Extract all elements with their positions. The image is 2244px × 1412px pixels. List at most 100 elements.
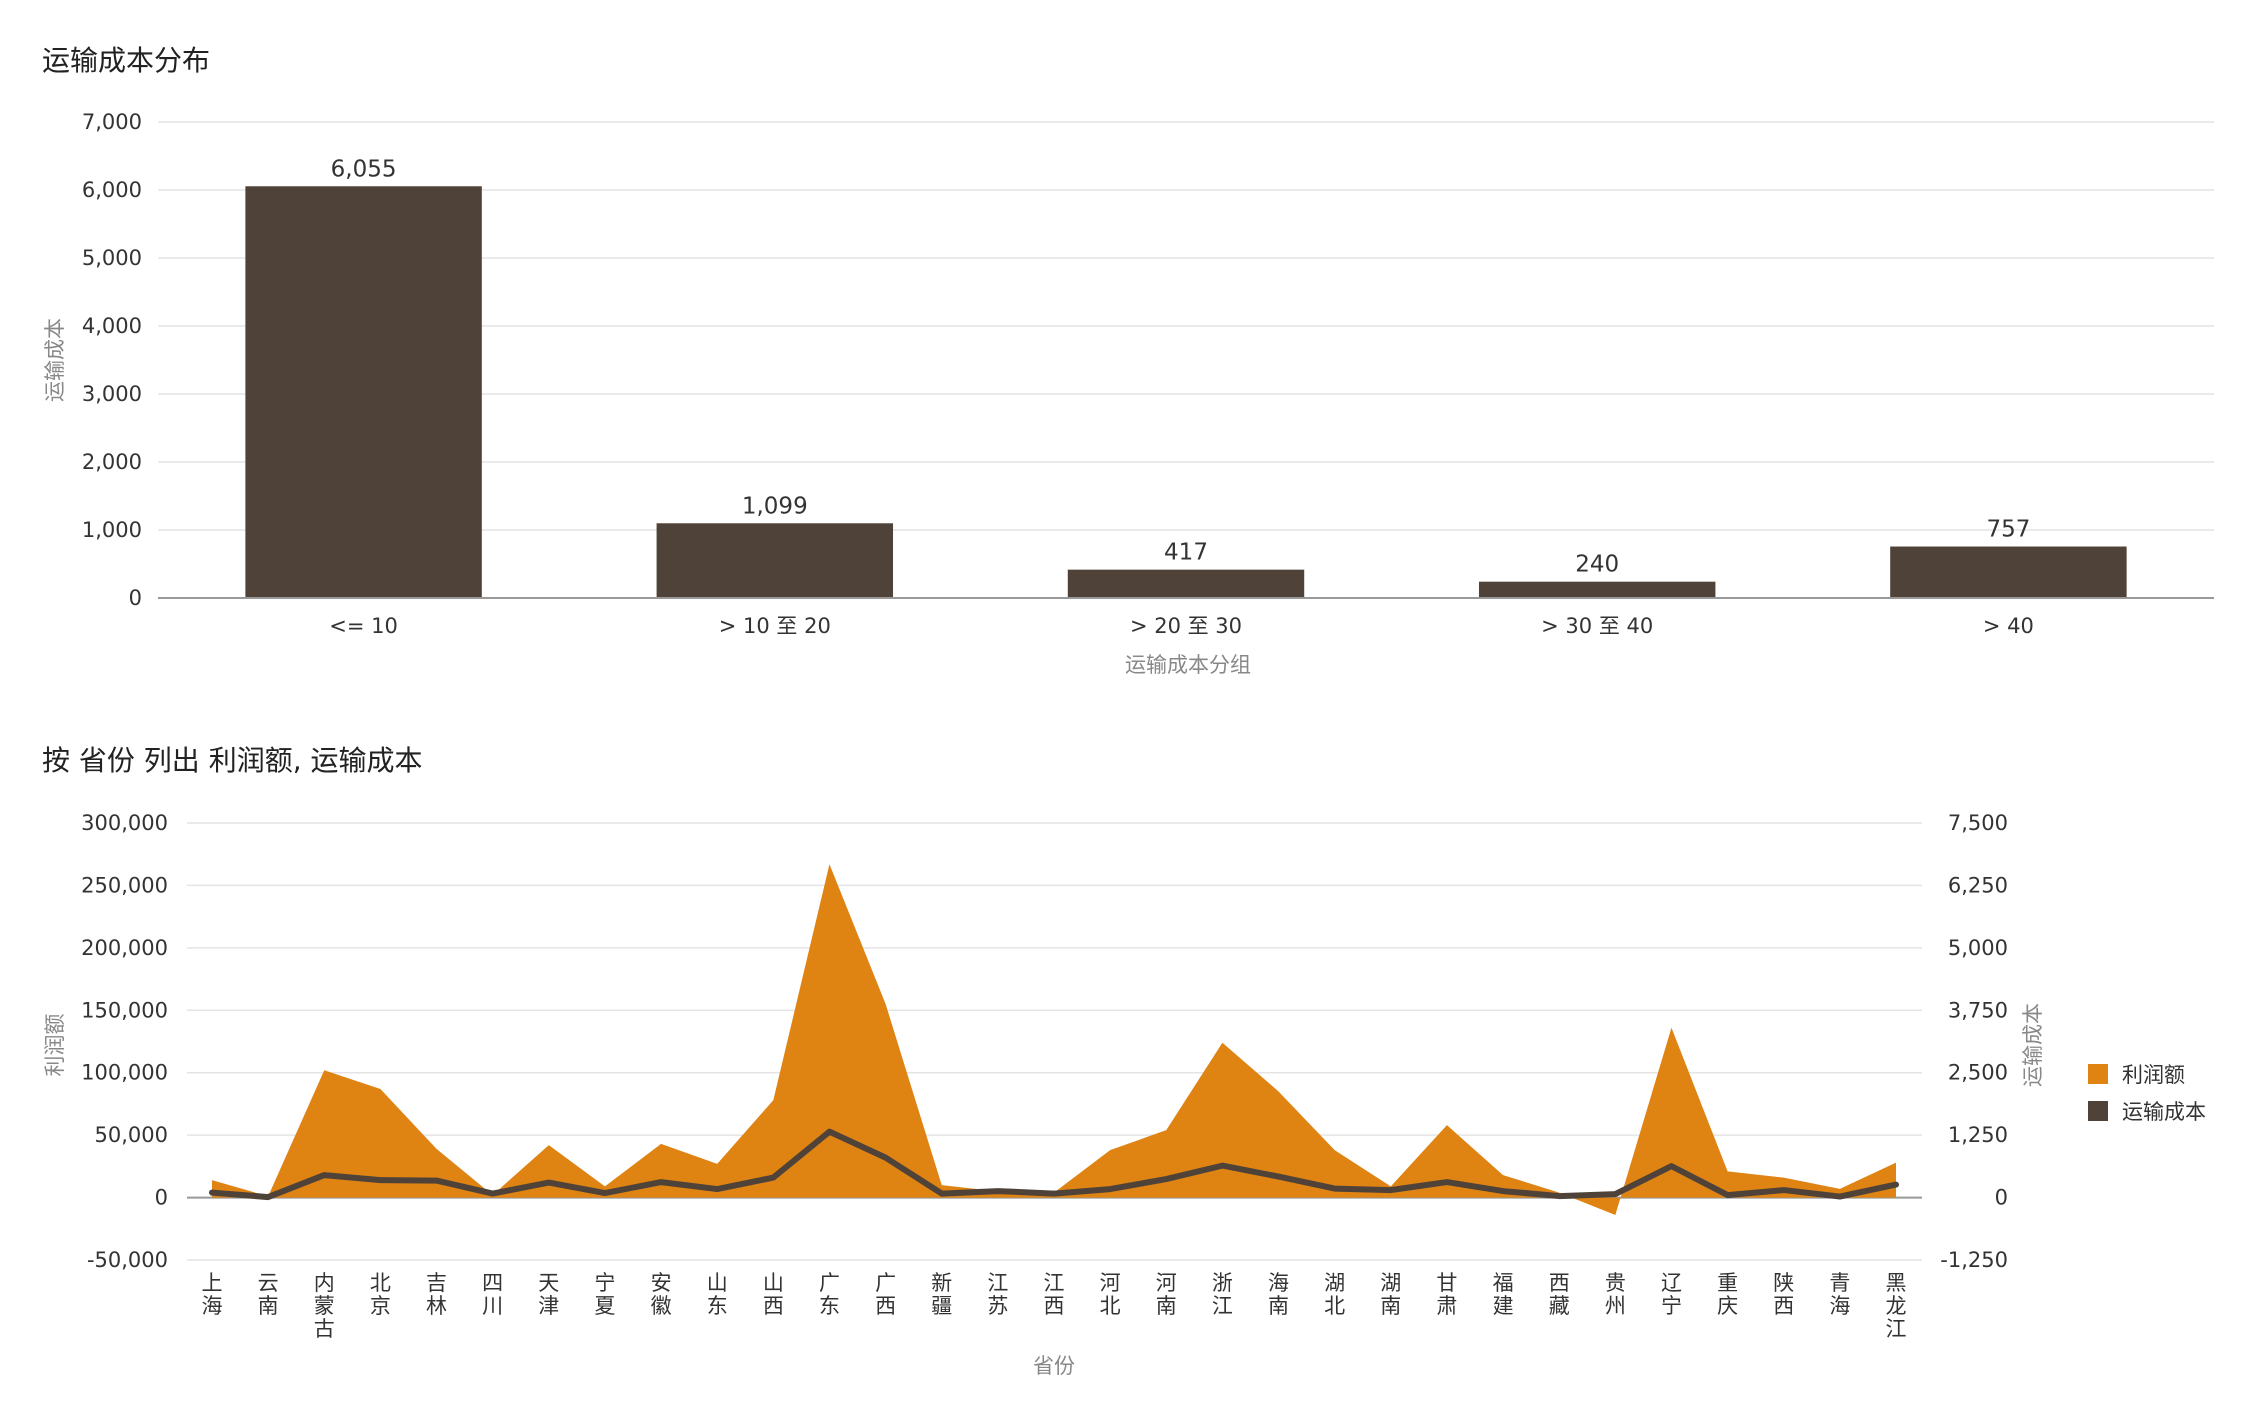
chart2-x-tick-char: 西: [763, 1294, 784, 1318]
chart1-x-axis-title: 运输成本分组: [1125, 653, 1251, 677]
chart2-x-tick-char: 陕: [1773, 1271, 1794, 1295]
chart2-x-tick-char: 古: [314, 1317, 335, 1341]
chart2-x-tick-label: 江苏: [987, 1271, 1008, 1318]
chart2-x-tick-char: 庆: [1717, 1294, 1738, 1318]
chart2-x-tick-char: 海: [1829, 1294, 1850, 1318]
chart2-x-tick-label: 四川: [482, 1271, 503, 1318]
chart2-x-tick-char: 北: [1100, 1294, 1121, 1318]
chart2-x-tick-label: 西藏: [1549, 1271, 1570, 1318]
chart2-x-tick-label: 山西: [763, 1271, 784, 1318]
chart2-x-tick-char: 北: [370, 1271, 391, 1295]
chart1-x-tick-label: > 40: [1983, 614, 2034, 638]
chart1-y-tick-label: 4,000: [82, 314, 142, 338]
chart1-data-label: 6,055: [331, 156, 397, 182]
chart2-legend: 利润额 运输成本: [2088, 1063, 2206, 1124]
chart2-x-tick-char: 湖: [1324, 1271, 1345, 1295]
chart2-x-tick-label: 山东: [707, 1271, 728, 1318]
chart2-x-axis-title: 省份: [1033, 1354, 1075, 1378]
chart2-y2-tick-label: -1,250: [1940, 1248, 2008, 1272]
chart2-gridlines: [187, 822, 1922, 1261]
chart2-x-tick-char: 云: [258, 1271, 279, 1295]
chart2-y2-axis-title: 运输成本: [2021, 1003, 2045, 1087]
chart2-x-tick-char: 夏: [594, 1294, 615, 1318]
chart2-y-tick-label: -50,000: [87, 1248, 168, 1272]
chart2-x-tick-char: 辽: [1661, 1271, 1682, 1295]
legend-swatch-shipping: [2088, 1101, 2108, 1121]
chart2-x-tick-label: 湖南: [1380, 1271, 1401, 1318]
chart1-bar: [1067, 569, 1305, 598]
chart2-x-tick-char: 江: [1886, 1317, 1907, 1341]
chart2-x-tick-char: 南: [1380, 1294, 1401, 1318]
chart2-x-tick-label: 江西: [1044, 1271, 1065, 1318]
chart2-x-tick-char: 州: [1605, 1294, 1626, 1318]
chart1-x-tick-label: <= 10: [329, 614, 398, 638]
chart2-x-tick-char: 重: [1717, 1271, 1738, 1295]
chart2-x-ticks: 上海云南内蒙古北京吉林四川天津宁夏安徽山东山西广东广西新疆江苏江西河北河南浙江海…: [202, 1271, 1907, 1341]
chart1-y-tick-label: 0: [129, 586, 142, 610]
chart2-x-tick-label: 广西: [875, 1271, 896, 1318]
chart2-x-tick-char: 宁: [594, 1271, 615, 1295]
chart2-x-tick-char: 山: [763, 1271, 784, 1295]
chart2-y2-tick-label: 5,000: [1948, 936, 2008, 960]
chart2-x-tick-label: 天津: [538, 1271, 559, 1318]
chart1-data-label: 757: [1986, 517, 2030, 543]
chart2-x-tick-char: 藏: [1549, 1294, 1570, 1318]
legend-swatch-profit: [2088, 1064, 2108, 1084]
chart2-x-tick-char: 徽: [651, 1294, 672, 1318]
chart2-x-tick-char: 四: [482, 1271, 503, 1295]
chart2-x-tick-char: 西: [1044, 1294, 1065, 1318]
chart2-x-tick-label: 北京: [370, 1271, 391, 1318]
chart2-x-tick-label: 湖北: [1324, 1271, 1345, 1318]
chart1-title: 运输成本分布: [42, 44, 210, 77]
chart2-x-tick-label: 辽宁: [1661, 1271, 1682, 1318]
chart2-x-tick-char: 天: [538, 1271, 559, 1295]
chart2-x-tick-label: 重庆: [1717, 1271, 1738, 1318]
chart2-x-tick-char: 新: [931, 1271, 952, 1295]
chart2-x-tick-label: 宁夏: [594, 1271, 615, 1318]
chart2-x-tick-char: 广: [875, 1271, 896, 1295]
chart2-x-tick-char: 青: [1829, 1271, 1850, 1295]
chart1-y-ticks: 0 1,000 2,000 3,000 4,000 5,000 6,000 7,000: [82, 110, 142, 610]
chart2-x-tick-char: 西: [875, 1294, 896, 1318]
chart1-y-tick-label: 7,000: [82, 110, 142, 134]
chart1-x-tick-label: > 30 至 40: [1541, 614, 1653, 638]
chart2-x-tick-char: 安: [651, 1271, 672, 1295]
chart2-x-tick-char: 京: [370, 1294, 391, 1318]
chart2-y-tick-label: 50,000: [95, 1123, 168, 1147]
chart2-x-tick-label: 河北: [1100, 1271, 1121, 1318]
chart1-bars: [245, 186, 2127, 598]
chart2-x-tick-label: 上海: [202, 1271, 223, 1318]
chart2-x-tick-label: 贵州: [1605, 1271, 1626, 1318]
chart2-profit-area: [212, 864, 1896, 1216]
chart1-bar: [656, 523, 894, 598]
chart2-x-tick-char: 海: [202, 1294, 223, 1318]
chart2-x-tick-label: 黑龙江: [1886, 1271, 1907, 1341]
chart2-x-tick-label: 海南: [1268, 1271, 1289, 1318]
chart1-bar: [1890, 546, 2127, 598]
chart2-y-tick-label: 0: [155, 1186, 168, 1210]
chart2-y-tick-label: 200,000: [81, 936, 168, 960]
chart1-y-axis-title: 运输成本: [43, 318, 67, 402]
chart2-y-tick-label: 250,000: [81, 873, 168, 897]
chart2-x-tick-char: 南: [1156, 1294, 1177, 1318]
shipping-cost-distribution-chart: 运输成本分布 运输成本 运输成本分组 0 1,000 2,000 3,000 4,000…: [42, 44, 2214, 677]
chart2-x-tick-char: 西: [1549, 1271, 1570, 1295]
chart1-data-label: 417: [1164, 540, 1208, 566]
chart1-x-ticks: <= 10 > 10 至 20 > 20 至 30 > 30 至 40 > 40: [329, 614, 2034, 638]
chart2-y-tick-label: 100,000: [81, 1061, 168, 1085]
chart2-x-tick-char: 江: [1212, 1294, 1233, 1318]
chart2-x-tick-char: 海: [1268, 1271, 1289, 1295]
chart2-x-tick-label: 青海: [1829, 1271, 1850, 1318]
legend-label-shipping: 运输成本: [2122, 1100, 2206, 1124]
chart2-y2-tick-label: 1,250: [1948, 1123, 2008, 1147]
legend-label-profit: 利润额: [2122, 1063, 2185, 1087]
chart2-x-tick-char: 东: [819, 1294, 840, 1318]
chart2-y2-tick-label: 2,500: [1948, 1061, 2008, 1085]
chart2-x-tick-char: 广: [819, 1271, 840, 1295]
chart2-y2-tick-label: 7,500: [1948, 811, 2008, 835]
chart2-x-tick-char: 浙: [1212, 1271, 1233, 1295]
chart2-y-tick-label: 300,000: [81, 811, 168, 835]
chart2-x-tick-char: 南: [1268, 1294, 1289, 1318]
chart2-x-tick-char: 苏: [987, 1294, 1008, 1318]
chart2-x-tick-char: 福: [1493, 1271, 1514, 1295]
